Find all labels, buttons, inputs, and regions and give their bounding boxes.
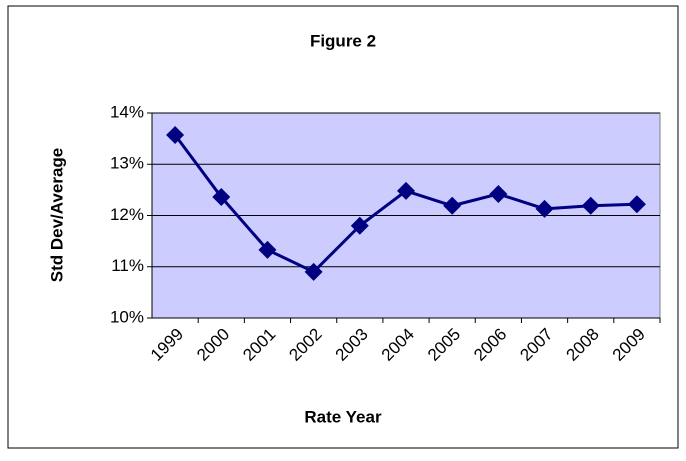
y-axis-title: Std Dev/Average (47, 148, 66, 282)
marker (350, 216, 369, 235)
marker (166, 126, 185, 145)
marker (443, 196, 462, 215)
marker (489, 184, 508, 203)
y-tick-label: 10% (110, 307, 144, 326)
marker (581, 196, 600, 215)
marker (304, 262, 323, 281)
x-axis-title: Rate Year (304, 407, 382, 426)
marker (397, 181, 415, 200)
y-tick-label: 12% (110, 205, 144, 224)
y-tick-label: 11% (111, 256, 144, 275)
marker (258, 240, 277, 259)
marker (627, 195, 646, 214)
marker (212, 188, 231, 207)
y-tick-label: 14% (110, 102, 144, 121)
chart-title: Figure 2 (310, 31, 376, 50)
marker (535, 199, 554, 218)
y-tick-label: 13% (110, 154, 144, 173)
